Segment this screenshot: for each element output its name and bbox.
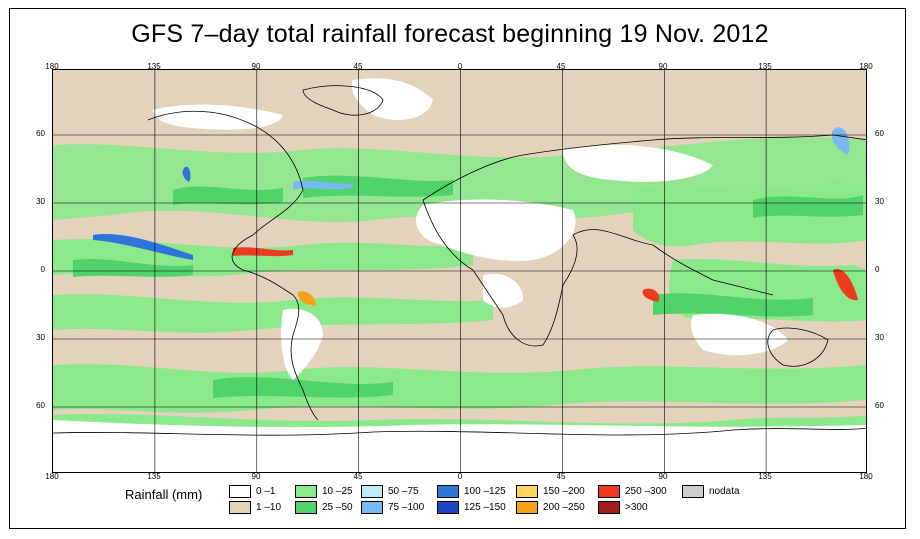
rainfall-map-canvas (53, 70, 866, 472)
legend-swatch (598, 501, 620, 514)
top-tick-label: 90 (658, 62, 668, 71)
right-tick-label: 0 (875, 265, 880, 274)
legend-item-label: 50 –75 (388, 486, 419, 497)
top-tick-label: 90 (251, 62, 261, 71)
graticule (53, 70, 866, 472)
legend-item-label: 75 –100 (388, 502, 425, 513)
legend-item-label: 200 –250 (543, 502, 585, 513)
legend-item-label: >300 (625, 502, 648, 513)
right-tick-label: 30 (875, 197, 884, 206)
right-tick-label: 30 (875, 333, 884, 342)
bottom-tick-label: 90 (658, 472, 668, 481)
bottom-tick-label: 135 (758, 472, 772, 481)
legend-swatch (516, 485, 538, 498)
left-tick-label: 30 (36, 197, 45, 206)
legend-item-label: 0 –1 (256, 486, 276, 497)
intense-rain-cells (93, 127, 858, 306)
legend-item-label: 125 –150 (464, 502, 506, 513)
legend-item-label: 1 –10 (256, 502, 282, 513)
bottom-tick-label: 180 (45, 472, 59, 481)
right-tick-label: 60 (875, 401, 884, 410)
bottom-tick-label: 45 (353, 472, 363, 481)
top-tick-label: 135 (758, 62, 772, 71)
legend-swatch (598, 485, 620, 498)
dry-land-areas (53, 78, 866, 472)
coastlines (53, 85, 866, 436)
legend-item-label: 150 –200 (543, 486, 585, 497)
left-tick-label: 60 (36, 129, 45, 138)
top-tick-label: 45 (556, 62, 566, 71)
legend-swatch (295, 485, 317, 498)
legend-item-label: 250 –300 (625, 486, 667, 497)
top-tick-label: 45 (353, 62, 363, 71)
legend-item-label: 25 –50 (322, 502, 353, 513)
top-tick-label: 0 (457, 62, 463, 71)
top-tick-label: 180 (45, 62, 59, 71)
legend-swatch (361, 501, 383, 514)
bottom-tick-label: 135 (147, 472, 161, 481)
legend-swatch (295, 501, 317, 514)
map-title: GFS 7–day total rainfall forecast beginn… (131, 20, 769, 48)
legend-swatch (516, 501, 538, 514)
right-tick-label: 60 (875, 129, 884, 138)
legend-swatch (229, 501, 251, 514)
legend-item-label: nodata (709, 486, 740, 497)
heavy-rain-bands (73, 175, 863, 398)
bottom-tick-label: 180 (859, 472, 873, 481)
legend-item-label: 10 –25 (322, 486, 353, 497)
bottom-tick-label: 45 (556, 472, 566, 481)
legend-swatch (682, 485, 704, 498)
legend-item-label: 100 –125 (464, 486, 506, 497)
legend-swatch (437, 485, 459, 498)
top-tick-label: 180 (859, 62, 873, 71)
top-tick-label: 135 (147, 62, 161, 71)
rainfall-map (52, 69, 867, 473)
left-tick-label: 30 (36, 333, 45, 342)
legend-swatch (437, 501, 459, 514)
figure-frame (9, 8, 906, 529)
left-tick-label: 60 (36, 401, 45, 410)
bottom-tick-label: 0 (457, 472, 463, 481)
legend-swatch (361, 485, 383, 498)
legend-swatch (229, 485, 251, 498)
left-tick-label: 0 (40, 265, 45, 274)
legend-title: Rainfall (mm) (125, 487, 203, 502)
bottom-tick-label: 90 (251, 472, 261, 481)
